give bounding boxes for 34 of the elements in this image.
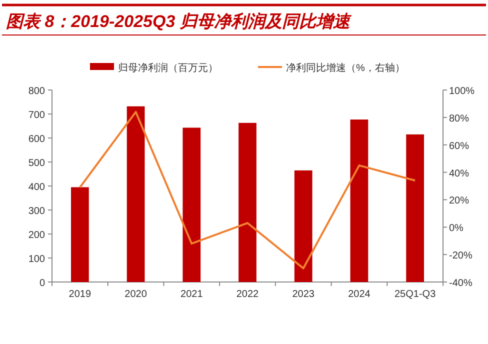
y-tick-label: 500 — [28, 158, 46, 169]
bar — [238, 122, 256, 282]
y2-tick-label: -40% — [449, 278, 472, 289]
legend-label: 净利同比增速（%，右轴） — [286, 62, 405, 74]
x-tick-label: 2023 — [292, 289, 315, 300]
x-tick-label: 2019 — [68, 289, 92, 300]
y-tick-label: 800 — [28, 86, 46, 97]
x-tick-label: 25Q1-Q3 — [394, 289, 436, 300]
y2-tick-label: -20% — [449, 250, 472, 262]
chart-title: 图表 8：2019-2025Q3 归母净利润及同比增速 — [6, 12, 352, 31]
bar — [294, 170, 312, 282]
y-tick-label: 300 — [28, 206, 46, 217]
y-tick-label: 200 — [28, 230, 46, 241]
x-tick-label: 2024 — [348, 289, 371, 300]
x-tick-label: 2021 — [180, 289, 204, 300]
y-tick-label: 100 — [28, 254, 46, 265]
y-tick-label: 700 — [28, 110, 46, 121]
y-tick-label: 400 — [28, 182, 46, 193]
x-tick-label: 2022 — [236, 289, 260, 300]
y-tick-label: 0 — [39, 278, 46, 289]
bar — [350, 120, 368, 282]
y2-tick-label: 60% — [449, 140, 470, 152]
legend-label: 归母净利润（百万元） — [118, 62, 218, 74]
bar — [182, 128, 201, 282]
y2-tick-label: 100% — [449, 86, 475, 97]
bar — [126, 106, 145, 282]
bar — [406, 134, 424, 282]
y2-tick-label: 80% — [449, 113, 470, 124]
bar — [70, 187, 89, 282]
y-tick-label: 600 — [28, 134, 46, 145]
y2-tick-label: 20% — [449, 196, 470, 207]
y2-tick-label: 0% — [449, 223, 464, 234]
x-tick-label: 2020 — [124, 289, 148, 300]
y2-tick-label: 40% — [449, 168, 470, 180]
